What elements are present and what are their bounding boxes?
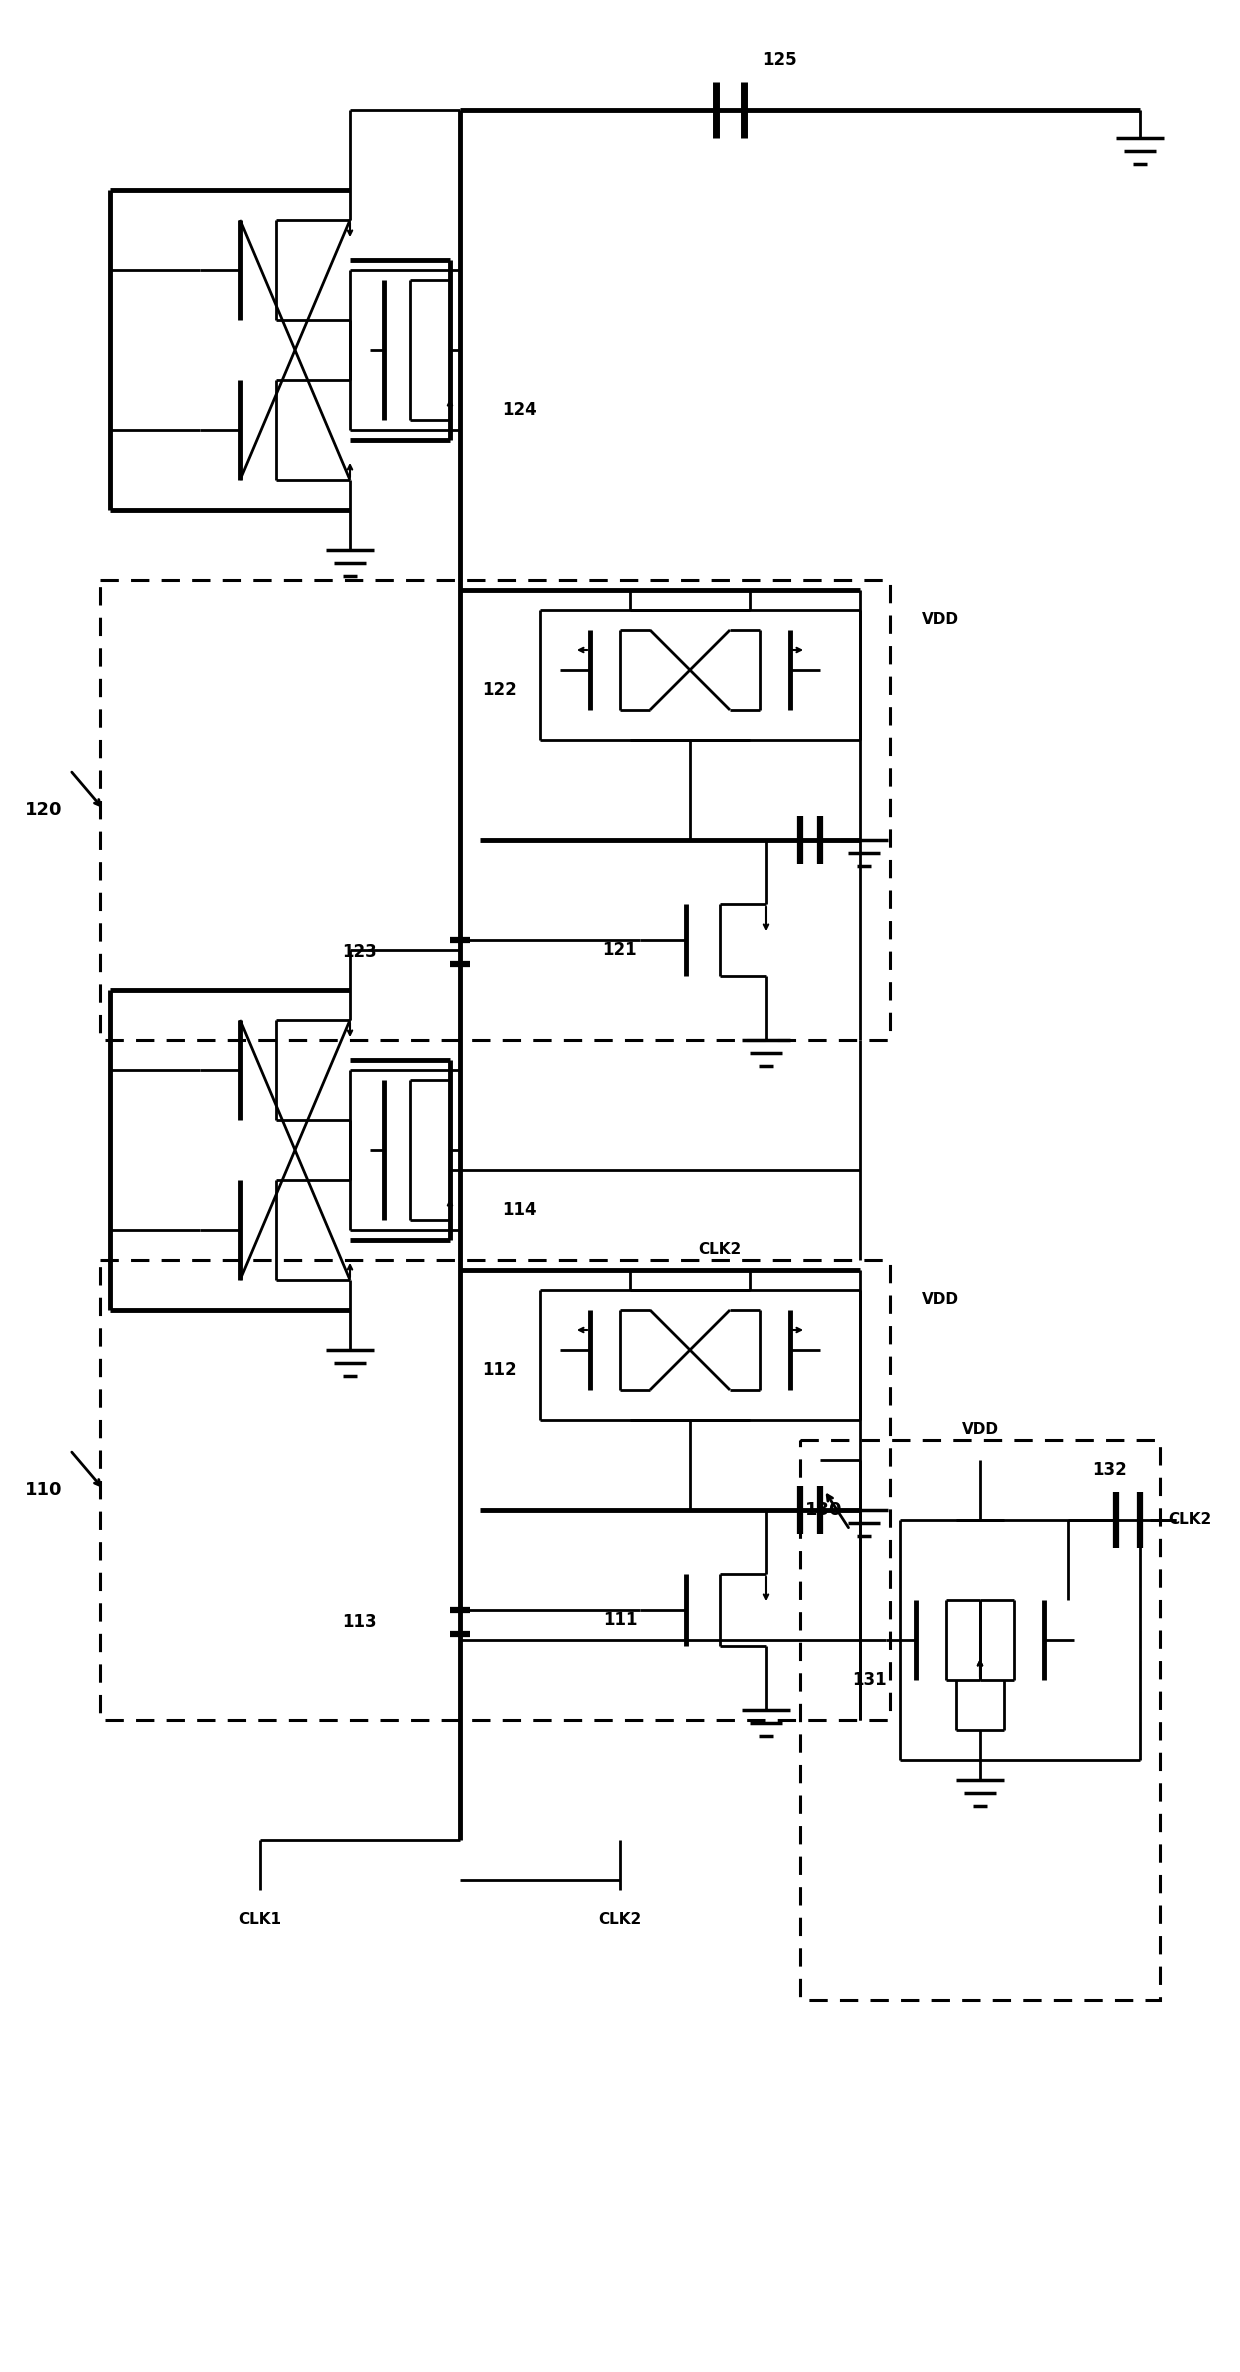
Text: 110: 110	[25, 1480, 63, 1499]
Text: 111: 111	[603, 1611, 637, 1630]
Text: CLK1: CLK1	[238, 1912, 281, 1928]
Text: 121: 121	[603, 942, 637, 958]
Text: 123: 123	[342, 944, 377, 961]
Text: 130: 130	[805, 1501, 843, 1518]
Text: VDD: VDD	[921, 612, 959, 629]
Text: 124: 124	[502, 401, 537, 420]
Text: 112: 112	[482, 1362, 517, 1378]
Text: VDD: VDD	[921, 1293, 959, 1307]
Text: CLK2: CLK2	[1168, 1513, 1211, 1528]
Text: CLK2: CLK2	[698, 1243, 742, 1257]
Text: 125: 125	[763, 52, 797, 69]
Text: 132: 132	[1092, 1461, 1127, 1480]
Text: 114: 114	[502, 1200, 537, 1219]
Text: 122: 122	[482, 681, 517, 700]
Text: 131: 131	[853, 1670, 888, 1689]
Text: CLK2: CLK2	[599, 1912, 641, 1928]
Text: 113: 113	[342, 1613, 377, 1632]
Text: 120: 120	[25, 802, 63, 818]
Text: VDD: VDD	[961, 1423, 998, 1437]
